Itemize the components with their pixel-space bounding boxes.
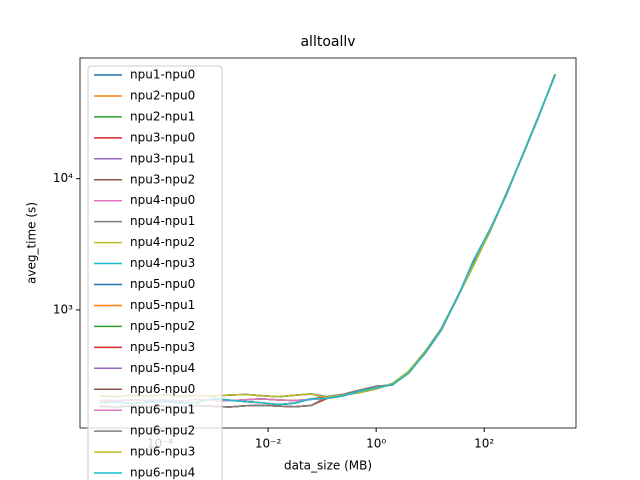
legend-label: npu3-npu0 <box>130 130 195 144</box>
legend-label: npu3-npu2 <box>130 172 195 186</box>
chart-title: alltoallv <box>300 34 355 50</box>
legend-label: npu2-npu0 <box>130 88 195 102</box>
legend-label: npu6-npu4 <box>130 466 195 480</box>
legend-label: npu4-npu3 <box>130 256 195 270</box>
y-tick-label: 10⁴ <box>53 171 73 185</box>
x-axis-label: data_size (MB) <box>284 459 372 473</box>
legend-label: npu4-npu1 <box>130 214 195 228</box>
legend-label: npu6-npu0 <box>130 382 195 396</box>
legend-label: npu5-npu0 <box>130 277 195 291</box>
legend-label: npu6-npu3 <box>130 445 195 459</box>
x-tick-label: 10⁻² <box>255 437 282 451</box>
legend-label: npu4-npu0 <box>130 193 195 207</box>
y-axis-label: aveg_time (s) <box>25 202 39 284</box>
legend-label: npu5-npu2 <box>130 319 195 333</box>
legend-label: npu1-npu0 <box>130 68 195 82</box>
legend-label: npu3-npu1 <box>130 151 195 165</box>
legend-label: npu5-npu4 <box>130 361 195 375</box>
y-tick-label: 10³ <box>53 302 73 316</box>
legend-label: npu2-npu1 <box>130 109 195 123</box>
x-tick-label: 10⁰ <box>366 437 386 451</box>
plot-frame <box>79 57 577 429</box>
legend-label: npu6-npu1 <box>130 403 195 417</box>
legend: npu1-npu0 npu2-npu0 npu2-npu1 npu3-npu0 npu3… <box>87 65 223 480</box>
legend-label: npu5-npu3 <box>130 340 195 354</box>
legend-label: npu4-npu2 <box>130 235 195 249</box>
legend-box <box>87 65 223 480</box>
legend-label: npu5-npu1 <box>130 298 195 312</box>
x-tick-label: 10² <box>474 437 494 451</box>
legend-label: npu6-npu2 <box>130 424 195 438</box>
